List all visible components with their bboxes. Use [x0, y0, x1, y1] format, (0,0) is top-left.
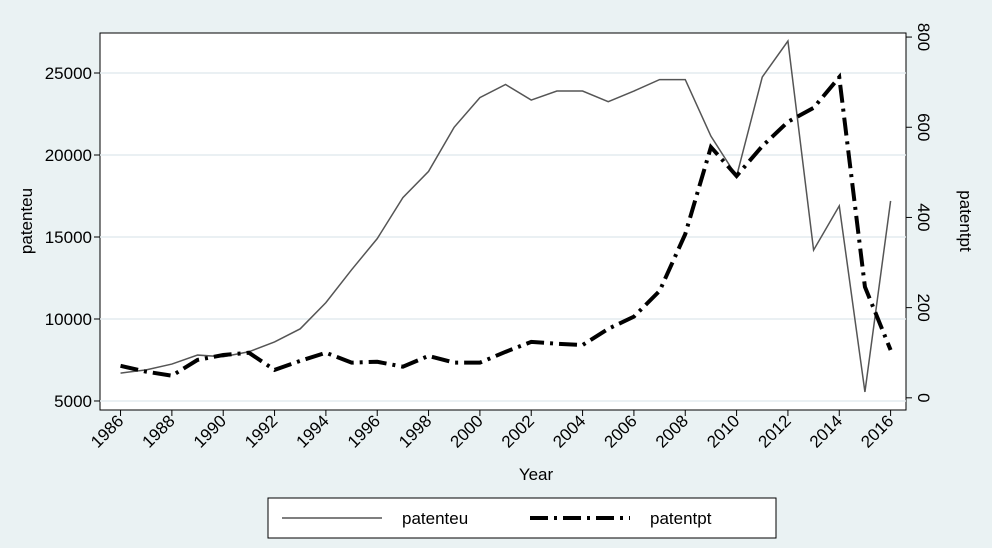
y-tick-label: 10000: [45, 310, 92, 329]
y-tick-label: 25000: [45, 64, 92, 83]
y-axis-label: patenteu: [17, 188, 36, 254]
y2-tick-label: 200: [914, 293, 933, 321]
y2-tick-label: 800: [914, 23, 933, 51]
y-tick-label: 15000: [45, 228, 92, 247]
legend-label: patenteu: [402, 509, 468, 528]
legend-box: [267, 497, 777, 539]
plot-area: [99, 32, 907, 411]
y-tick-label: 20000: [45, 146, 92, 165]
y2-axis-label: patentpt: [956, 190, 975, 252]
y2-tick-label: 400: [914, 203, 933, 231]
y2-tick-label: 600: [914, 113, 933, 141]
x-axis-label: Year: [519, 465, 554, 484]
y-tick-label: 5000: [54, 392, 92, 411]
y2-tick-label: 0: [914, 393, 933, 402]
legend-label: patentpt: [650, 509, 712, 528]
series-line: [120, 72, 893, 378]
